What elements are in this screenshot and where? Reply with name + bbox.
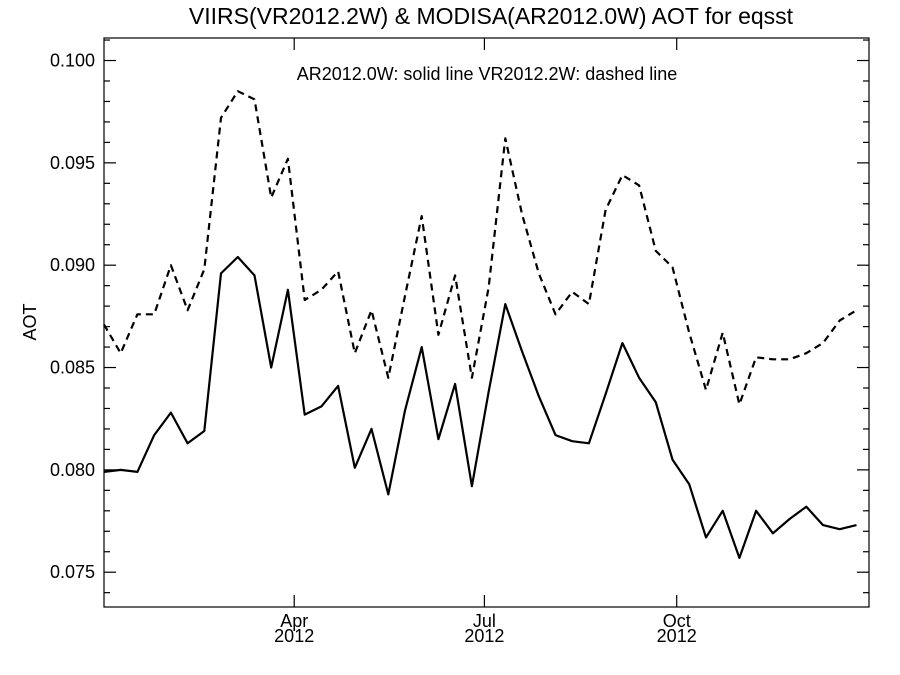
y-tick-label: 0.095 (50, 153, 95, 173)
chart-title: VIIRS(VR2012.2W) & MODISA(AR2012.0W) AOT… (189, 3, 794, 29)
series-line-dashed (103, 90, 858, 406)
x-tick-month: Apr (280, 611, 308, 631)
y-tick-label: 0.080 (50, 460, 95, 480)
x-tick-year: 2012 (657, 626, 697, 646)
x-tick-year: 2012 (464, 626, 504, 646)
x-tick-year: 2012 (274, 626, 314, 646)
y-tick-label: 0.085 (50, 358, 95, 378)
y-tick-label: 0.075 (50, 562, 95, 582)
y-tick-label: 0.100 (50, 51, 95, 71)
y-tick-label: 0.090 (50, 255, 95, 275)
x-tick-month: Jul (473, 611, 496, 631)
axis-ticks: 0.0750.0800.0850.0900.0950.100Apr2012Jul… (50, 38, 869, 646)
plot-frame (103, 37, 870, 608)
x-tick-month: Oct (663, 611, 691, 631)
series-style-annotation: AR2012.0W: solid line VR2012.2W: dashed … (297, 64, 678, 84)
series-line-solid (103, 255, 857, 560)
y-axis-label: AOT (20, 303, 40, 340)
series-layer (103, 90, 858, 560)
